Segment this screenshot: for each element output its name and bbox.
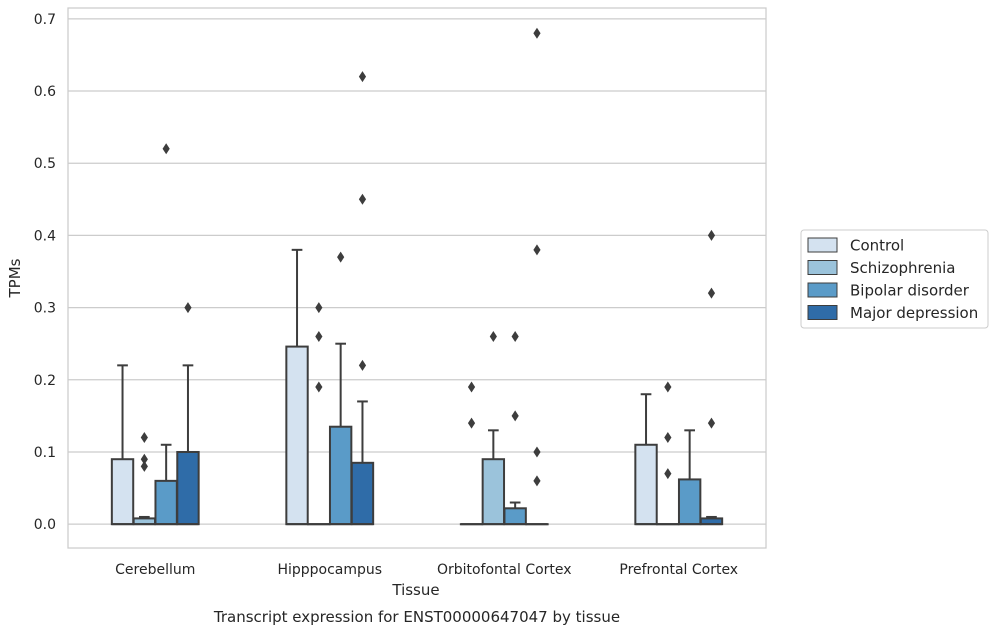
box-body (677, 478, 702, 526)
box-major-depression (525, 27, 549, 526)
box-body (350, 461, 375, 526)
outlier-point (162, 143, 170, 155)
outlier-point (489, 330, 497, 342)
outlier-point (467, 417, 476, 429)
outlier-point (337, 251, 345, 263)
box-control (459, 381, 484, 526)
box-body (110, 458, 135, 526)
box-schizophrenia (132, 432, 157, 526)
chart-caption: Transcript expression for ENST0000064704… (213, 608, 620, 626)
box-major-depression (176, 302, 200, 526)
box-bipolar-disorder (328, 251, 353, 526)
legend-label: Major depression (850, 304, 978, 322)
x-axis-label: Tissue (391, 581, 439, 599)
outlier-point (511, 330, 519, 342)
box-schizophrenia (656, 381, 680, 526)
outlier-point (140, 453, 148, 465)
y-axis-label: TPMs (6, 258, 24, 298)
box-bipolar-disorder (677, 429, 702, 526)
outlier-point (533, 27, 541, 39)
box-body (503, 507, 527, 526)
y-tick-label: 0.6 (34, 84, 56, 100)
outlier-point (707, 229, 716, 241)
outlier-point (315, 381, 323, 393)
outlier-point (707, 417, 716, 429)
outlier-point (140, 432, 148, 444)
legend-swatch (807, 282, 838, 298)
outlier-point (511, 410, 519, 422)
outlier-point (315, 302, 323, 314)
legend-swatch (807, 305, 838, 320)
outlier-point (664, 381, 672, 393)
boxes (110, 27, 724, 526)
y-ticks: 0.0 0.1 0.2 0.3 0.4 0.5 0.6 0.7 (34, 12, 56, 533)
plot-frame (67, 7, 767, 549)
box-body (481, 458, 506, 526)
outlier-point (533, 244, 541, 256)
box-body (634, 443, 658, 526)
y-tick-label: 0.1 (34, 445, 56, 461)
y-tick-label: 0.5 (34, 156, 56, 172)
y-tick-label: 0.3 (34, 301, 56, 317)
x-ticks: Cerebellum Hipppocampus Orbitofontal Corte… (115, 562, 738, 578)
outlier-point (358, 71, 367, 83)
box-control (110, 364, 135, 526)
x-tick-label: Orbitofontal Cortex (437, 562, 572, 578)
box-body (328, 425, 353, 526)
legend-frame (800, 229, 989, 329)
outlier-point (184, 302, 192, 314)
box-schizophrenia (307, 302, 331, 526)
box-body (154, 479, 178, 526)
gridlines (68, 18, 766, 525)
outlier-point (533, 446, 541, 458)
legend: Control Schizophrenia Bipolar disorder Majo… (800, 229, 989, 329)
x-tick-label: Prefrontal Cortex (619, 562, 738, 578)
outlier-point (664, 468, 672, 480)
outlier-point (358, 359, 367, 371)
outlier-point (315, 330, 323, 342)
legend-label: Bipolar disorder (850, 282, 970, 300)
box-major-depression (350, 71, 375, 526)
legend-swatch (807, 260, 838, 275)
box-body (176, 450, 200, 526)
legend-label: Control (850, 237, 904, 255)
y-tick-label: 0.4 (34, 228, 56, 244)
box-body (285, 345, 309, 526)
box-control (634, 393, 658, 526)
legend-label: Schizophrenia (850, 259, 955, 277)
outlier-point (358, 193, 367, 205)
box-schizophrenia (481, 330, 506, 526)
outlier-point (467, 381, 476, 393)
outlier-point (707, 287, 716, 299)
y-tick-label: 0.0 (34, 517, 56, 533)
y-tick-label: 0.2 (34, 373, 56, 389)
outlier-point (533, 475, 541, 487)
outlier-point (664, 432, 672, 444)
box-bipolar-disorder (503, 330, 527, 526)
outlier-point (140, 460, 148, 472)
y-tick-label: 0.7 (34, 12, 56, 28)
box-major-depression (699, 229, 724, 526)
box-control (285, 248, 309, 526)
x-tick-label: Hipppocampus (277, 562, 382, 578)
legend-swatch (807, 237, 838, 253)
box-bipolar-disorder (154, 143, 178, 526)
x-tick-label: Cerebellum (115, 562, 195, 578)
